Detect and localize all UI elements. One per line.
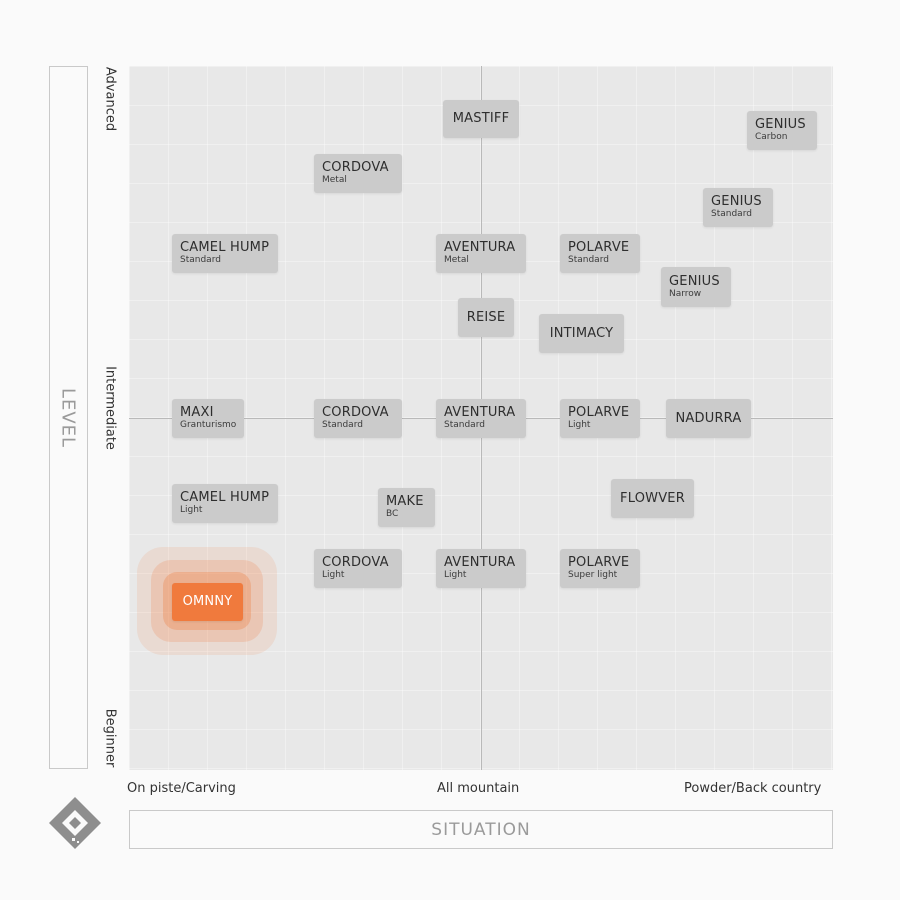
- product-name: CORDOVA: [322, 405, 389, 420]
- product-variant: Standard: [568, 255, 609, 265]
- product-name: POLARVE: [568, 555, 630, 570]
- product-name: MAKE: [386, 494, 424, 509]
- y-tick-intermediate: Intermediate: [102, 366, 118, 450]
- product-name: FLOWVER: [620, 490, 685, 506]
- y-tick-beginner: Beginner: [102, 708, 118, 768]
- product-reise[interactable]: REISE: [458, 298, 514, 337]
- situation-axis-title: SITUATION: [431, 819, 531, 840]
- product-variant: Light: [180, 505, 203, 515]
- product-name: GENIUS: [711, 194, 762, 209]
- product-variant: Light: [322, 570, 345, 580]
- product-variant: Standard: [444, 420, 485, 430]
- product-aventura-metal[interactable]: AVENTURA Metal: [436, 234, 526, 273]
- product-variant: Granturismo: [180, 420, 237, 430]
- product-variant: Metal: [322, 175, 347, 185]
- product-variant: Standard: [322, 420, 363, 430]
- diamond-logo-icon: [49, 797, 101, 849]
- product-maxi-granturismo[interactable]: MAXI Granturismo: [172, 399, 244, 438]
- level-axis-box: [49, 66, 88, 769]
- product-name: CORDOVA: [322, 555, 389, 570]
- product-camel-hump-light[interactable]: CAMEL HUMP Light: [172, 484, 278, 523]
- product-variant: Carbon: [755, 132, 788, 142]
- product-camel-hump-standard[interactable]: CAMEL HUMP Standard: [172, 234, 278, 273]
- product-variant: Metal: [444, 255, 469, 265]
- product-variant: Narrow: [669, 288, 702, 299]
- product-polarve-standard[interactable]: POLARVE Standard: [560, 234, 640, 273]
- product-variant: Light: [444, 570, 467, 580]
- product-variant: Standard: [180, 255, 221, 265]
- product-polarve-super-light[interactable]: POLARVE Super light: [560, 549, 640, 588]
- product-name: REISE: [466, 309, 506, 325]
- product-intimacy[interactable]: INTIMACY: [539, 314, 624, 353]
- x-tick-on-piste: On piste/Carving: [127, 781, 236, 796]
- y-tick-advanced: Advanced: [102, 66, 118, 132]
- product-variant: Super light: [568, 570, 618, 580]
- product-aventura-standard[interactable]: AVENTURA Standard: [436, 399, 526, 438]
- product-mastiff[interactable]: MASTIFF: [443, 100, 519, 138]
- product-nadurra[interactable]: NADURRA: [666, 399, 751, 438]
- product-aventura-light[interactable]: AVENTURA Light: [436, 549, 526, 588]
- product-name: AVENTURA: [444, 240, 516, 255]
- product-name: OMNNY: [182, 594, 233, 609]
- level-axis-title: LEVEL: [57, 387, 79, 449]
- product-name: INTIMACY: [549, 325, 614, 341]
- x-tick-powder: Powder/Back country: [684, 781, 822, 796]
- product-cordova-light[interactable]: CORDOVA Light: [314, 549, 402, 588]
- product-name: GENIUS: [669, 273, 720, 289]
- product-name: MASTIFF: [452, 111, 510, 126]
- product-name: MAXI: [180, 405, 214, 420]
- situation-axis-box: SITUATION: [129, 810, 833, 849]
- product-name: POLARVE: [568, 405, 630, 420]
- product-variant: BC: [386, 509, 399, 519]
- product-genius-narrow[interactable]: GENIUS Narrow: [661, 267, 731, 307]
- product-name: AVENTURA: [444, 555, 516, 570]
- product-omnny-highlighted[interactable]: OMNNY: [172, 583, 243, 621]
- product-genius-carbon[interactable]: GENIUS Carbon: [747, 111, 817, 150]
- product-make-bc[interactable]: MAKE BC: [378, 488, 435, 527]
- product-name: GENIUS: [755, 117, 806, 132]
- product-name: NADURRA: [675, 410, 742, 426]
- product-name: CAMEL HUMP: [180, 240, 270, 255]
- product-variant: Standard: [711, 209, 752, 219]
- product-name: AVENTURA: [444, 405, 516, 420]
- product-polarve-light[interactable]: POLARVE Light: [560, 399, 640, 438]
- product-name: CAMEL HUMP: [180, 490, 270, 505]
- product-name: POLARVE: [568, 240, 630, 255]
- x-tick-all-mountain: All mountain: [437, 781, 520, 796]
- product-name: CORDOVA: [322, 160, 389, 175]
- product-flowver[interactable]: FLOWVER: [611, 479, 694, 518]
- product-genius-standard[interactable]: GENIUS Standard: [703, 188, 773, 227]
- positioning-chart: MASTIFF GENIUS Carbon CORDOVA Metal GENI…: [129, 66, 833, 770]
- product-variant: Light: [568, 420, 591, 430]
- product-cordova-metal[interactable]: CORDOVA Metal: [314, 154, 402, 193]
- product-cordova-standard[interactable]: CORDOVA Standard: [314, 399, 402, 438]
